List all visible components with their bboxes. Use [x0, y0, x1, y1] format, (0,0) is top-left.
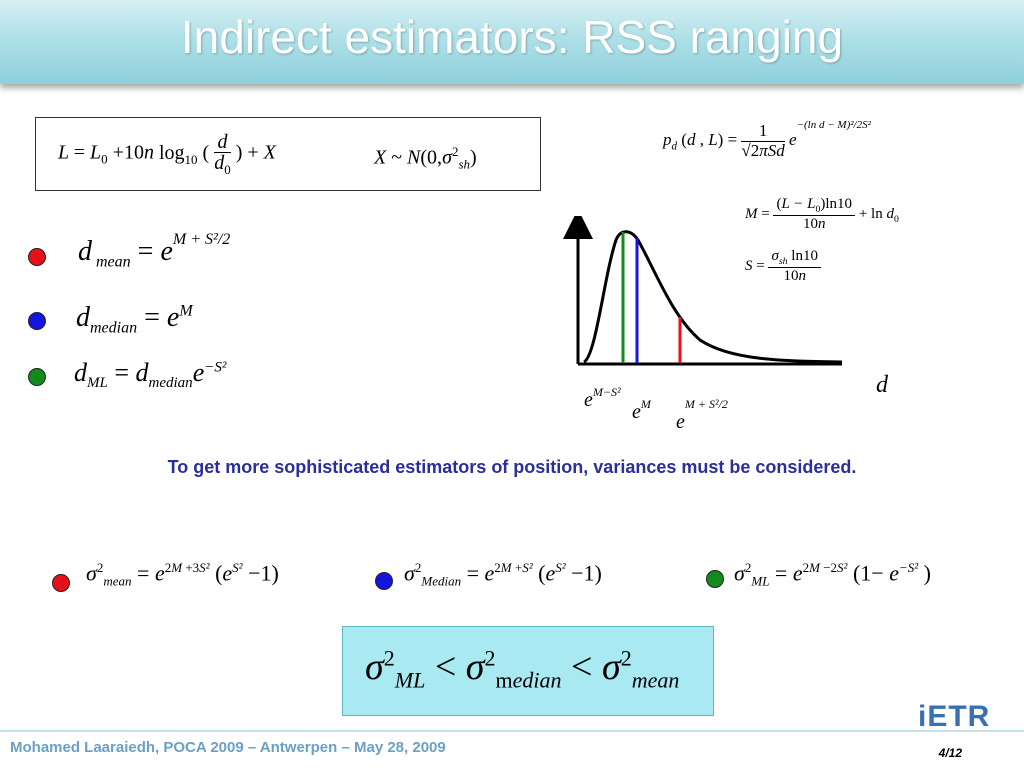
pdf-curve: [582, 230, 843, 364]
variance-inequality-box: σ2ML < σ2median < σ2mean: [342, 626, 714, 716]
blue-bullet: [28, 312, 46, 330]
variance-median-formula: σ2Median = e2M +S² (eS² −1): [404, 560, 602, 589]
variance-note: To get more sophisticated estimators of …: [167, 457, 857, 477]
noise-model: X ~ N(0,σ2sh): [374, 144, 477, 172]
slide-title: Indirect estimators: RSS ranging: [180, 11, 844, 63]
ietr-logo: iETR: [918, 700, 991, 733]
variance-mean-formula: σ2mean = e2M +3S² (eS² −1): [86, 560, 279, 589]
red-bullet-variance: [52, 574, 70, 592]
variance-inequality: σ2ML < σ2median < σ2mean: [365, 645, 680, 693]
page-number: 4/12: [938, 746, 962, 760]
red-bullet: [28, 248, 46, 266]
ml-label: eM−S²: [584, 385, 621, 411]
lognormal-plot: d eM−S² eM eM + S²/2: [563, 216, 889, 433]
median-label: eM: [632, 397, 652, 423]
d-median-formula: dmedian = eM: [76, 302, 193, 337]
d-mean-formula: d mean = eM + S²/2: [78, 230, 231, 271]
m-definition: M = (L − L0)ln10 10n + ln d0: [745, 196, 899, 233]
mean-label: eM + S²/2: [676, 397, 728, 433]
x-axis-label: d: [876, 372, 889, 398]
green-bullet: [28, 368, 46, 386]
green-bullet-variance: [706, 570, 724, 588]
title-bar: Indirect estimators: RSS ranging: [0, 0, 1024, 84]
pathloss-model-box: L = L0 +10n log10 ( d d0 ) + X X ~ N(0,σ…: [35, 117, 541, 191]
pathloss-equation: L = L0 +10n log10 ( d d0 ) + X: [58, 131, 276, 177]
variance-ml-formula: σ2ML = e2M −2S² (1− e−S² ): [734, 560, 931, 589]
d-ml-formula: dML = dmediane−S²: [74, 358, 227, 392]
pdf-formula: pd (d , L) = 1 √2πSd e−(ln d − M)²/2S²: [663, 119, 871, 160]
blue-bullet-variance: [375, 572, 393, 590]
footer-text: Mohamed Laaraiedh, POCA 2009 – Antwerpen…: [10, 739, 446, 756]
s-definition: S = σsh ln10 10n: [745, 248, 821, 285]
footer-divider: [0, 730, 1024, 732]
